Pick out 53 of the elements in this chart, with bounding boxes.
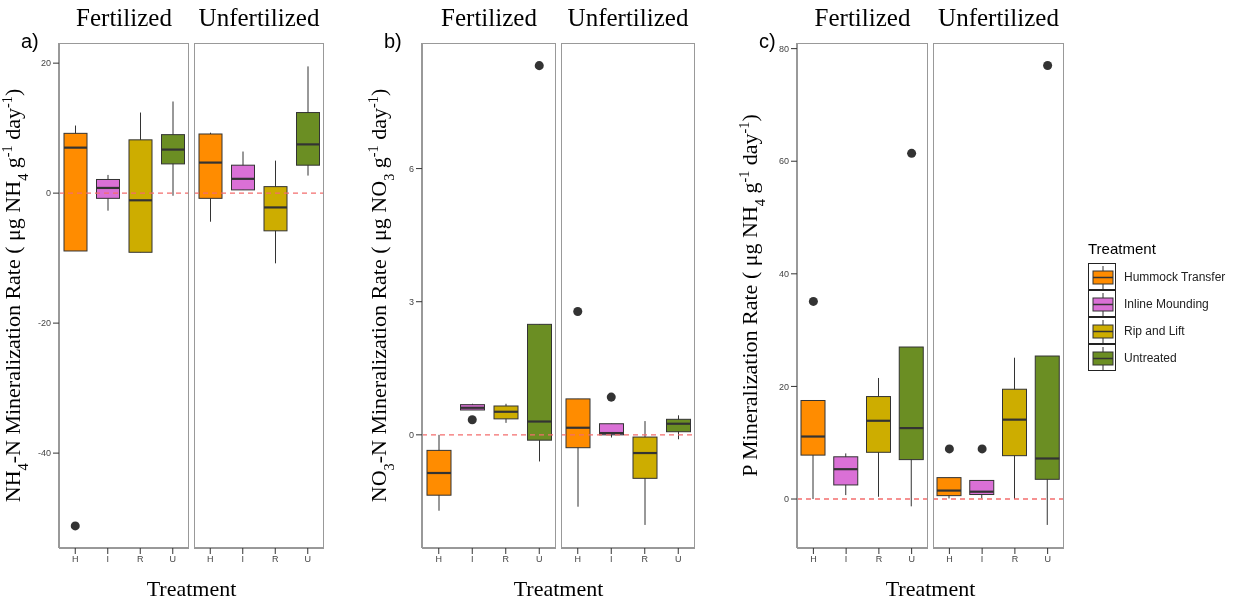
chart-title: Unfertilized: [937, 4, 1060, 32]
x-tick-label: H: [810, 554, 817, 565]
y-tick-label: 0: [783, 494, 789, 505]
x-axis-title: Treatment: [884, 576, 977, 602]
x-tick-label: H: [207, 554, 214, 565]
x-tick-label: I: [470, 554, 474, 565]
x-tick-label: R: [137, 554, 144, 565]
chart-title: Unfertilized: [566, 4, 690, 32]
y-tick-label: 6: [408, 163, 414, 174]
legend-label: Untreated: [1124, 350, 1177, 365]
x-tick-label: H: [946, 554, 953, 565]
x-tick-label: I: [980, 554, 984, 565]
x-axis-title: Treatment: [512, 576, 605, 602]
x-tick-label: U: [1044, 554, 1051, 565]
y-tick-label: 20: [778, 381, 789, 392]
y-tick-label: 80: [778, 43, 789, 54]
text: c): [759, 30, 776, 53]
chart-title: Fertilized: [440, 4, 538, 32]
y-tick-label: 20: [40, 58, 51, 69]
legend-label: Hummock Transfer: [1124, 269, 1226, 284]
y-tick-label: -20: [37, 318, 51, 329]
y-tick-label: -40: [37, 448, 51, 459]
x-tick-label: R: [502, 554, 510, 565]
x-tick-label: H: [72, 554, 79, 565]
chart-title: Fertilized: [813, 4, 912, 32]
x-tick-label: R: [1011, 554, 1019, 565]
x-tick-label: R: [875, 554, 883, 565]
x-tick-label: R: [641, 554, 649, 565]
x-axis-title: Treatment: [145, 576, 238, 602]
text: b): [384, 30, 402, 53]
legend-title: Treatment: [1088, 240, 1157, 257]
legend-label: Inline Mounding: [1124, 296, 1209, 311]
x-tick-label: U: [675, 554, 682, 565]
x-tick-label: U: [169, 554, 176, 565]
y-tick-label: 60: [778, 156, 789, 167]
chart-title: Fertilized: [75, 4, 173, 32]
x-tick-label: I: [844, 554, 848, 565]
y-tick-label: 3: [408, 296, 414, 307]
chart-title: Unfertilized: [197, 4, 321, 32]
x-tick-label: R: [272, 554, 279, 565]
x-tick-label: U: [908, 554, 915, 565]
x-tick-label: H: [574, 554, 581, 565]
x-tick-label: I: [106, 554, 110, 565]
legend-label: Rip and Lift: [1124, 323, 1185, 338]
x-tick-label: U: [304, 554, 311, 565]
x-tick-label: H: [435, 554, 442, 565]
y-tick-label: 0: [45, 188, 51, 199]
y-tick-label: 40: [778, 269, 789, 280]
x-tick-label: U: [536, 554, 543, 565]
text: a): [21, 30, 39, 53]
x-tick-label: I: [241, 554, 245, 565]
x-tick-label: I: [609, 554, 613, 565]
y-tick-label: 0: [408, 430, 414, 441]
